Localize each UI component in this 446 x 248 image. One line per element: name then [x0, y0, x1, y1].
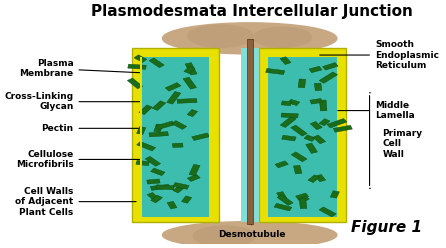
- Bar: [165, 83, 181, 91]
- Text: Desmotubule: Desmotubule: [218, 224, 285, 239]
- Text: Cellulose
Microfibrils: Cellulose Microfibrils: [16, 150, 143, 169]
- Bar: [167, 201, 177, 209]
- Bar: [291, 125, 307, 136]
- Bar: [304, 135, 315, 141]
- Bar: [274, 203, 292, 211]
- Bar: [308, 175, 320, 183]
- Bar: [149, 132, 169, 137]
- Bar: [183, 77, 197, 89]
- Text: Smooth
Endoplasmic
Reticulum: Smooth Endoplasmic Reticulum: [320, 40, 439, 70]
- Bar: [134, 55, 147, 62]
- Bar: [187, 174, 200, 182]
- FancyBboxPatch shape: [132, 48, 219, 222]
- Ellipse shape: [162, 23, 337, 54]
- Bar: [277, 195, 293, 205]
- Bar: [150, 184, 170, 190]
- Bar: [298, 196, 310, 203]
- Ellipse shape: [188, 25, 253, 47]
- Bar: [172, 121, 187, 129]
- FancyBboxPatch shape: [140, 57, 210, 217]
- Bar: [310, 122, 322, 130]
- Bar: [315, 174, 326, 182]
- Text: Middle
Lamella: Middle Lamella: [338, 101, 415, 120]
- Ellipse shape: [253, 27, 311, 47]
- Bar: [298, 79, 306, 88]
- Bar: [314, 83, 322, 91]
- Bar: [310, 98, 322, 104]
- Bar: [139, 105, 153, 115]
- Bar: [177, 98, 197, 103]
- Bar: [151, 195, 162, 203]
- Text: Figure 1: Figure 1: [351, 220, 422, 235]
- Bar: [280, 57, 291, 64]
- Text: Primary
Cell
Wall: Primary Cell Wall: [382, 129, 422, 159]
- FancyBboxPatch shape: [247, 39, 252, 224]
- Text: Cell Walls
of Adjacent
Plant Cells: Cell Walls of Adjacent Plant Cells: [15, 187, 136, 217]
- FancyBboxPatch shape: [240, 48, 259, 222]
- Bar: [333, 125, 352, 132]
- Bar: [136, 142, 156, 151]
- Text: Pectin: Pectin: [41, 124, 143, 133]
- FancyBboxPatch shape: [209, 57, 211, 217]
- Bar: [147, 192, 160, 202]
- Bar: [280, 116, 296, 127]
- Bar: [293, 165, 302, 174]
- Bar: [277, 192, 287, 200]
- Bar: [136, 160, 149, 166]
- Bar: [184, 66, 195, 74]
- Text: Cross-Linking
Glycan: Cross-Linking Glycan: [4, 92, 147, 111]
- Bar: [275, 161, 289, 168]
- Bar: [309, 66, 322, 73]
- Bar: [313, 135, 326, 144]
- Bar: [319, 119, 330, 126]
- Bar: [281, 113, 298, 118]
- Bar: [299, 199, 307, 209]
- Bar: [156, 185, 174, 190]
- Bar: [185, 63, 197, 75]
- Bar: [192, 133, 210, 140]
- Text: Plasma
Membrane: Plasma Membrane: [19, 59, 140, 78]
- Bar: [152, 101, 166, 110]
- Bar: [136, 126, 146, 134]
- FancyBboxPatch shape: [140, 57, 142, 217]
- Bar: [151, 168, 165, 176]
- Bar: [327, 119, 347, 128]
- Bar: [291, 152, 307, 162]
- Bar: [172, 143, 183, 148]
- Bar: [330, 191, 339, 198]
- Bar: [189, 164, 200, 176]
- Bar: [127, 78, 143, 89]
- Bar: [319, 100, 327, 111]
- Bar: [173, 184, 186, 193]
- Bar: [167, 92, 181, 104]
- Bar: [147, 179, 160, 184]
- Bar: [145, 156, 161, 166]
- Bar: [288, 99, 300, 106]
- Bar: [281, 101, 291, 106]
- Bar: [182, 196, 192, 203]
- Bar: [296, 193, 309, 200]
- Bar: [319, 72, 338, 83]
- Ellipse shape: [162, 222, 337, 248]
- Bar: [187, 109, 198, 117]
- Bar: [322, 62, 338, 70]
- Bar: [306, 143, 318, 154]
- Bar: [266, 68, 285, 74]
- Bar: [173, 183, 189, 189]
- Bar: [281, 135, 296, 141]
- Bar: [156, 121, 175, 129]
- Title: Plasmodesmata Intercellular Junction: Plasmodesmata Intercellular Junction: [91, 4, 413, 19]
- Bar: [319, 207, 336, 217]
- Ellipse shape: [194, 226, 255, 246]
- FancyBboxPatch shape: [259, 48, 346, 222]
- FancyBboxPatch shape: [268, 57, 337, 217]
- Bar: [128, 64, 146, 69]
- Bar: [149, 58, 164, 68]
- Bar: [154, 124, 163, 132]
